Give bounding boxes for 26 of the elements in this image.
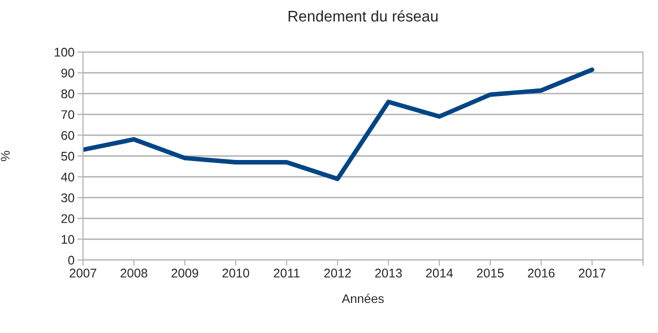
x-tick-label: 2007	[70, 268, 96, 278]
y-tick-label: 100	[54, 48, 74, 57]
x-axis-title: Années	[342, 294, 384, 304]
x-tick-label: 2015	[477, 268, 504, 278]
x-tick-label: 2010	[222, 268, 250, 278]
y-tick-label: 10	[62, 235, 74, 244]
x-tick-label: 2008	[120, 268, 148, 278]
y-tick-label: 70	[61, 110, 74, 120]
y-axis-title: %	[0, 150, 10, 162]
y-tick-label: 60	[61, 131, 74, 140]
line-series	[83, 67, 594, 182]
x-tick-label: 2014	[426, 268, 453, 278]
x-tick-label: 2016	[528, 268, 555, 278]
y-tick-label: 50	[61, 152, 74, 161]
x-tick-label: 2009	[172, 268, 198, 278]
chart-title: Rendement du réseau	[288, 10, 438, 22]
y-tick-label: 30	[61, 193, 74, 202]
y-tick-label: 80	[61, 89, 74, 98]
y-tick-label: 20	[61, 214, 74, 224]
y-tick-label: 90	[61, 68, 74, 78]
x-tick-label: 2013	[375, 268, 402, 278]
x-tick-label: 2011	[274, 268, 300, 278]
x-tick-label: 2012	[324, 268, 351, 278]
y-tick-label: 40	[61, 172, 74, 182]
y-tick-label: 0	[68, 256, 74, 265]
x-tick-label: 2017	[578, 268, 606, 278]
